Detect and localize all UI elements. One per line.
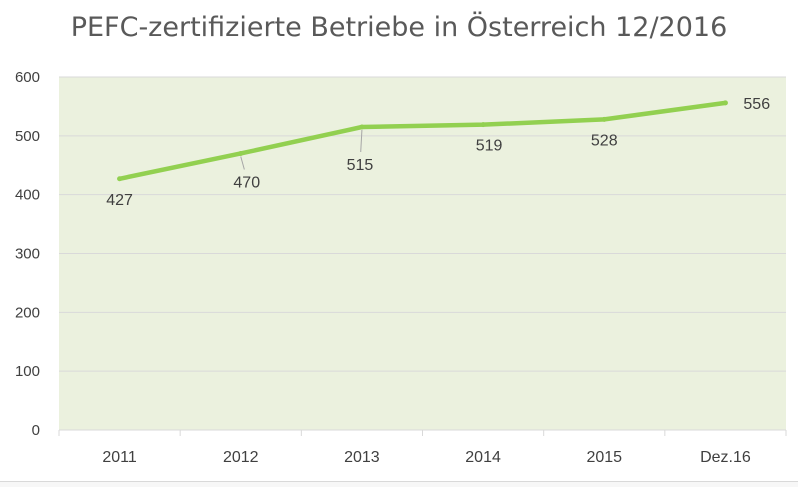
gridlines bbox=[58, 76, 787, 436]
x-tick-label-2011: 2011 bbox=[102, 449, 137, 466]
data-point-2011 bbox=[117, 176, 123, 182]
y-tick-label-100: 100 bbox=[15, 363, 40, 380]
data-point-Dez.16 bbox=[722, 100, 728, 106]
data-label-2011: 427 bbox=[106, 192, 133, 209]
y-axis-ticks: 0 100 200 300 400 500 600 bbox=[15, 69, 40, 439]
leader-line-2012 bbox=[240, 156, 245, 170]
data-point-2013 bbox=[359, 124, 365, 130]
y-tick-label-0: 0 bbox=[32, 422, 40, 439]
series-line-0 bbox=[117, 100, 728, 182]
x-tick-label-2014: 2014 bbox=[465, 449, 501, 466]
x-axis-ticks: 2011 2012 2013 2014 2015 Dez.16 bbox=[102, 449, 750, 466]
bottom-strip bbox=[0, 481, 798, 487]
y-tick-label-500: 500 bbox=[15, 128, 40, 145]
chart-title: PEFC-zertifizierte Betriebe in Österreic… bbox=[70, 12, 728, 43]
data-label-2012: 470 bbox=[233, 174, 260, 191]
x-tick-label-Dez.16: Dez.16 bbox=[700, 449, 751, 466]
data-label-2014: 519 bbox=[476, 138, 503, 155]
data-label-Dez.16: 556 bbox=[743, 96, 770, 113]
x-tick-label-2012: 2012 bbox=[223, 449, 259, 466]
series-group bbox=[117, 100, 728, 182]
data-point-2014 bbox=[480, 122, 486, 128]
y-tick-label-200: 200 bbox=[15, 304, 40, 321]
leader-line-2013 bbox=[360, 129, 363, 153]
y-tick-label-300: 300 bbox=[15, 246, 40, 263]
y-tick-label-600: 600 bbox=[15, 69, 40, 86]
x-tick-label-2013: 2013 bbox=[344, 449, 380, 466]
x-tick-label-2015: 2015 bbox=[586, 449, 622, 466]
data-label-2013: 515 bbox=[347, 157, 374, 174]
data-point-2015 bbox=[601, 116, 607, 122]
data-label-2015: 528 bbox=[591, 132, 618, 149]
data-point-2012 bbox=[238, 150, 244, 156]
y-tick-label-400: 400 bbox=[15, 187, 40, 204]
data-labels: 427 470 515 519 528 556 bbox=[106, 96, 770, 209]
